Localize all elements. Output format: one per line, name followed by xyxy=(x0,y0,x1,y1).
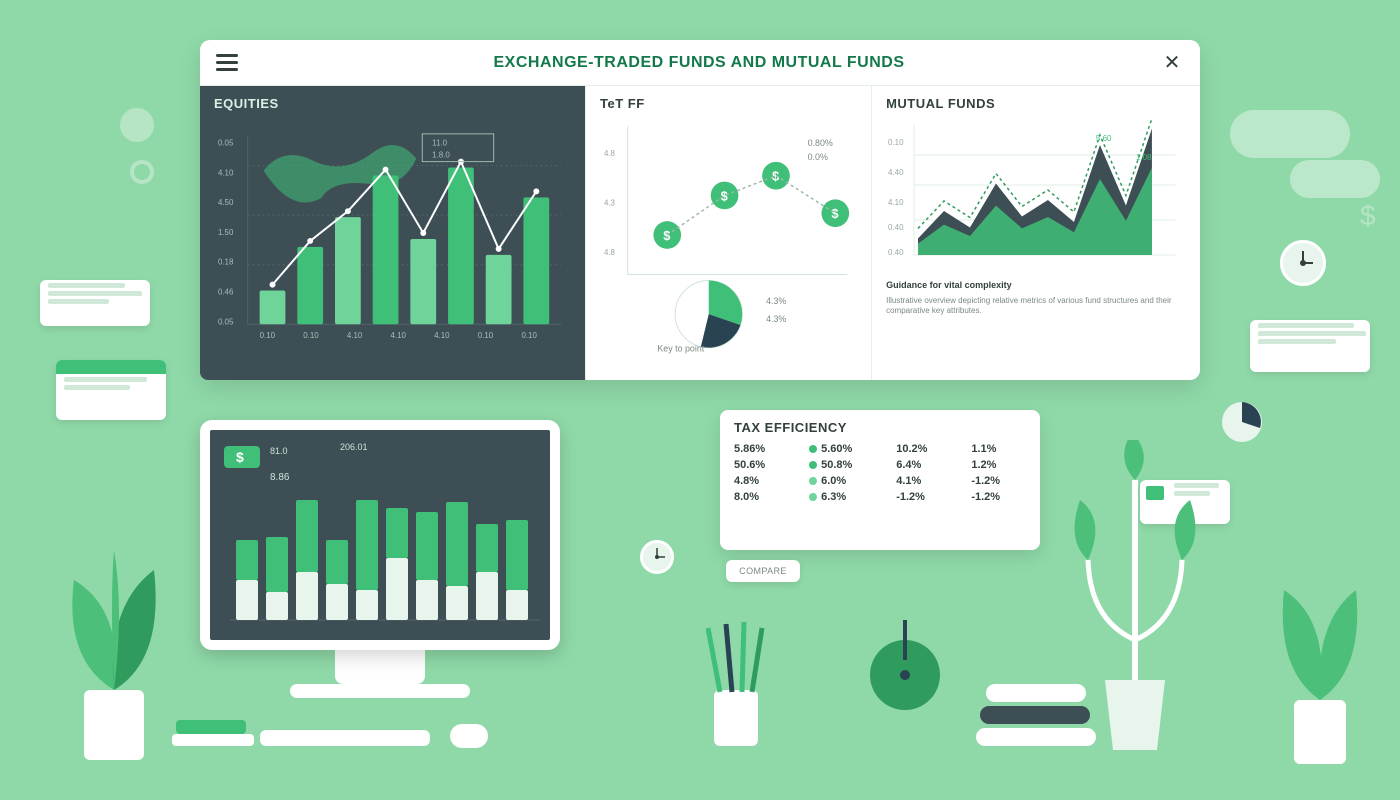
svg-text:1.08: 1.08 xyxy=(1136,153,1152,162)
svg-text:0.10: 0.10 xyxy=(888,138,904,147)
dollar-deco: $ xyxy=(1360,200,1376,232)
equities-panel: EQUITIES 0.05 0.46 0.18 1.50 4.50 4.10 0… xyxy=(200,86,585,380)
svg-text:0.40: 0.40 xyxy=(888,248,904,257)
svg-text:0.0%: 0.0% xyxy=(808,152,828,162)
svg-text:0.80%: 0.80% xyxy=(808,138,833,148)
svg-text:11.0: 11.0 xyxy=(432,139,447,148)
svg-text:0.10: 0.10 xyxy=(260,331,276,340)
svg-text:4.50: 4.50 xyxy=(218,198,234,207)
gauge-icon xyxy=(870,640,940,710)
card-deco xyxy=(56,360,166,420)
etf-panel: TeT FF 4.8 4.3 4.8 $ $ $ $ Key to point 4.3… xyxy=(585,86,871,380)
svg-text:$: $ xyxy=(236,449,244,465)
mouse-icon xyxy=(450,724,488,748)
mutual-title: MUTUAL FUNDS xyxy=(886,96,1186,111)
clock-icon xyxy=(1280,240,1326,286)
clock-icon xyxy=(640,540,674,574)
svg-text:4.8: 4.8 xyxy=(604,248,616,257)
svg-text:0.40: 0.40 xyxy=(888,223,904,232)
tax-grid: 5.86%5.60%10.2%1.1%50.6%50.8%6.4%1.2%4.8… xyxy=(734,443,1026,503)
books-icon xyxy=(980,680,1096,746)
svg-text:0.10: 0.10 xyxy=(521,331,537,340)
pencils-icon xyxy=(690,620,780,760)
main-window: EXCHANGE-TRADED FUNDS AND MUTUAL FUNDS ✕… xyxy=(200,40,1200,380)
equities-chart: 0.05 0.46 0.18 1.50 4.50 4.10 0.05 11.0 … xyxy=(214,115,571,355)
mutual-caption: Guidance for vital complexity xyxy=(886,280,1186,290)
svg-text:4.8: 4.8 xyxy=(604,149,616,158)
mini-pie-icon xyxy=(1220,400,1264,444)
svg-text:Key to point: Key to point xyxy=(657,344,704,354)
keyboard-icon xyxy=(260,730,430,746)
ring-deco xyxy=(130,160,154,184)
svg-text:$: $ xyxy=(772,169,779,184)
titlebar: EXCHANGE-TRADED FUNDS AND MUTUAL FUNDS ✕ xyxy=(200,40,1200,86)
svg-text:0.05: 0.05 xyxy=(218,317,234,326)
svg-text:0.05: 0.05 xyxy=(218,139,234,148)
svg-text:4.10: 4.10 xyxy=(347,331,363,340)
svg-text:8.86: 8.86 xyxy=(270,472,290,483)
etf-chart: 4.8 4.3 4.8 $$$$ Key to point 4.3% 4.3% … xyxy=(600,115,857,355)
plant-icon xyxy=(1250,540,1390,780)
tax-title: TAX EFFICIENCY xyxy=(734,420,1026,435)
svg-text:1.50: 1.50 xyxy=(218,228,234,237)
close-icon[interactable]: ✕ xyxy=(1160,50,1184,75)
cloud-deco xyxy=(1290,160,1380,198)
desktop-monitor: $ 81.0 206.01 8.86 xyxy=(200,420,560,720)
svg-text:4.10: 4.10 xyxy=(218,168,234,177)
circle-deco xyxy=(120,108,154,142)
svg-text:4.10: 4.10 xyxy=(888,198,904,207)
svg-text:$: $ xyxy=(831,206,838,221)
svg-text:4.10: 4.10 xyxy=(434,331,450,340)
equities-title: EQUITIES xyxy=(214,96,571,111)
window-title: EXCHANGE-TRADED FUNDS AND MUTUAL FUNDS xyxy=(252,54,1146,72)
plant-icon xyxy=(34,520,194,780)
svg-text:4.40: 4.40 xyxy=(888,168,904,177)
etf-title: TeT FF xyxy=(600,96,857,111)
hamburger-icon[interactable] xyxy=(216,54,238,71)
svg-text:81.0: 81.0 xyxy=(270,446,288,456)
svg-text:0.18: 0.18 xyxy=(218,258,234,267)
svg-text:206.01: 206.01 xyxy=(340,442,368,452)
mutual-desc: Illustrative overview depicting relative… xyxy=(886,296,1186,317)
tax-card: TAX EFFICIENCY 5.86%5.60%10.2%1.1%50.6%5… xyxy=(720,410,1040,550)
svg-text:5.60: 5.60 xyxy=(1096,134,1112,143)
mutual-panel: MUTUAL FUNDS 0.10 4.40 4.10 0.40 0.40 5.… xyxy=(871,86,1200,380)
svg-text:4.3%: 4.3% xyxy=(766,314,786,324)
svg-text:4.10: 4.10 xyxy=(391,331,407,340)
svg-text:0.10: 0.10 xyxy=(303,331,319,340)
monitor-chart: $ 81.0 206.01 8.86 xyxy=(210,430,550,640)
svg-text:0.10: 0.10 xyxy=(478,331,494,340)
mutual-chart: 0.10 4.40 4.10 0.40 0.40 5.60 1.08 xyxy=(886,115,1186,275)
compare-button[interactable]: COMPARE xyxy=(726,560,800,582)
svg-text:4.3: 4.3 xyxy=(604,198,616,207)
svg-text:$: $ xyxy=(721,188,728,203)
card-deco xyxy=(1250,320,1370,372)
svg-text:4.3%: 4.3% xyxy=(766,296,786,306)
svg-text:$: $ xyxy=(663,228,670,243)
cloud-deco xyxy=(1230,110,1350,158)
card-deco xyxy=(40,280,150,326)
svg-text:0.46: 0.46 xyxy=(218,288,234,297)
svg-text:1.8.0: 1.8.0 xyxy=(432,151,450,160)
